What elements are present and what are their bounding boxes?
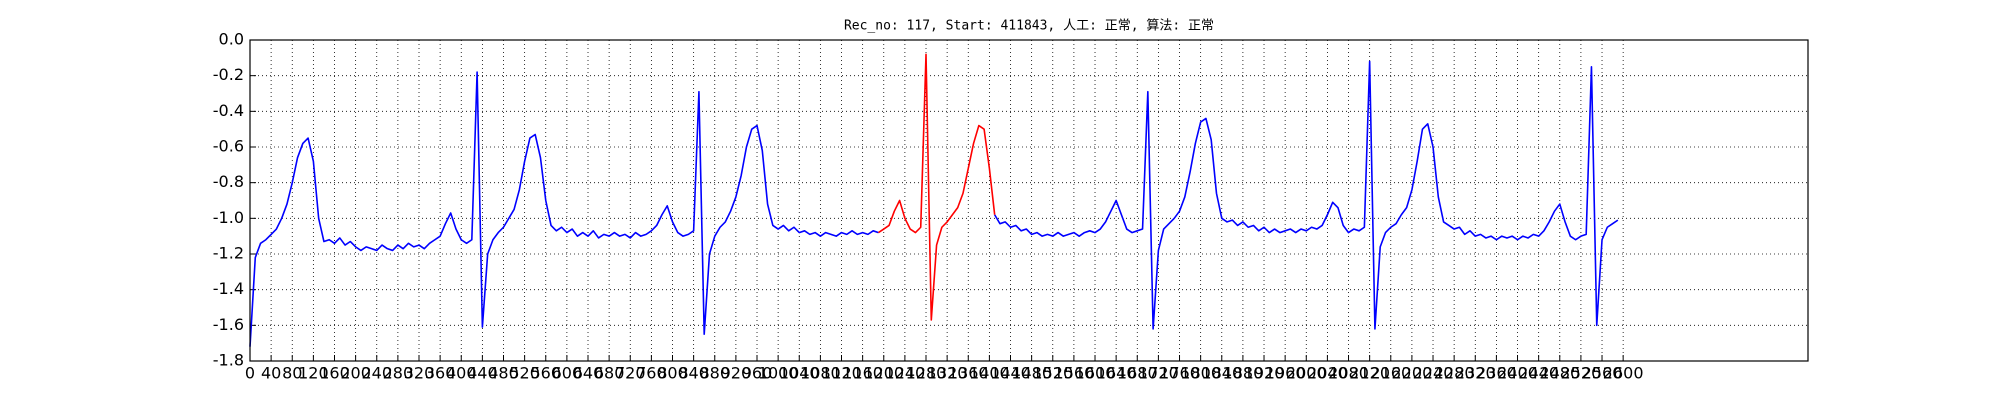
x-tick-label: 2280 xyxy=(1434,364,1475,383)
x-tick-label: 1200 xyxy=(863,364,904,383)
x-tick-label: 2520 xyxy=(1561,364,1602,383)
x-tick-label: 1520 xyxy=(1032,364,1073,383)
y-tick-label: -1.4 xyxy=(213,279,244,298)
x-tick-label: 1400 xyxy=(969,364,1010,383)
plot-frame xyxy=(249,39,1809,362)
x-tick-label: 2600 xyxy=(1603,364,1644,383)
x-tick-label: 80 xyxy=(282,364,302,383)
x-tick-label: 1560 xyxy=(1054,364,1095,383)
x-tick-label: 1880 xyxy=(1223,364,1264,383)
x-tick-label: 2560 xyxy=(1582,364,1623,383)
x-tick-label: 1120 xyxy=(821,364,862,383)
x-tick-label: 1280 xyxy=(906,364,947,383)
x-tick-label: 240 xyxy=(361,364,392,383)
x-tick-label: 2000 xyxy=(1286,364,1327,383)
x-tick-label: 520 xyxy=(509,364,540,383)
x-tick-label: 1720 xyxy=(1138,364,1179,383)
y-tick-label: 0.0 xyxy=(219,30,244,49)
x-tick-label: 2400 xyxy=(1497,364,1538,383)
x-tick-label: 1000 xyxy=(758,364,799,383)
x-tick-label: 320 xyxy=(404,364,435,383)
x-tick-label: 2360 xyxy=(1476,364,1517,383)
y-tick-label: -0.8 xyxy=(213,172,244,191)
series-line xyxy=(878,53,996,321)
x-tick-label: 360 xyxy=(425,364,456,383)
x-tick-label: 0 xyxy=(245,364,255,383)
x-tick-label: 920 xyxy=(721,364,752,383)
x-tick-label: 40 xyxy=(261,364,281,383)
x-tick-label: 720 xyxy=(615,364,646,383)
y-tick-label: -1.0 xyxy=(213,208,244,227)
x-tick-label: 640 xyxy=(573,364,604,383)
x-tick-label: 2440 xyxy=(1518,364,1559,383)
x-tick-label: 120 xyxy=(298,364,329,383)
x-tick-label: 1320 xyxy=(927,364,968,383)
x-tick-label: 2320 xyxy=(1455,364,1496,383)
x-tick-label: 2240 xyxy=(1413,364,1454,383)
x-tick-label: 2040 xyxy=(1307,364,1348,383)
x-tick-label: 600 xyxy=(552,364,583,383)
x-tick-label: 1040 xyxy=(779,364,820,383)
chart-title: Rec_no: 117, Start: 411843, 人工: 正常, 算法: … xyxy=(844,19,1214,34)
x-tick-label: 1920 xyxy=(1244,364,1285,383)
x-tick-label: 280 xyxy=(383,364,414,383)
x-tick-label: 480 xyxy=(488,364,519,383)
x-tick-label: 960 xyxy=(742,364,773,383)
x-tick-label: 1800 xyxy=(1180,364,1221,383)
x-tick-label: 840 xyxy=(678,364,709,383)
x-tick-label: 2160 xyxy=(1370,364,1411,383)
x-tick-label: 1080 xyxy=(800,364,841,383)
x-tick-label: 1680 xyxy=(1117,364,1158,383)
y-tick-label: -1.2 xyxy=(213,244,244,263)
y-tick-label: -1.8 xyxy=(213,351,244,370)
x-tick-label: 800 xyxy=(657,364,688,383)
y-tick-label: -0.4 xyxy=(213,101,244,120)
x-tick-label: 1240 xyxy=(885,364,926,383)
x-tick-label: 2480 xyxy=(1539,364,1580,383)
x-tick-label: 2120 xyxy=(1349,364,1390,383)
y-tick-label: -0.6 xyxy=(213,137,244,156)
x-tick-label: 1360 xyxy=(948,364,989,383)
x-tick-label: 1960 xyxy=(1265,364,1306,383)
x-tick-label: 1160 xyxy=(842,364,883,383)
x-tick-label: 400 xyxy=(446,364,477,383)
x-tick-label: 160 xyxy=(319,364,350,383)
x-tick-label: 2080 xyxy=(1328,364,1369,383)
y-tick-label: -1.6 xyxy=(213,315,244,334)
x-tick-label: 440 xyxy=(467,364,498,383)
x-tick-label: 560 xyxy=(530,364,561,383)
x-tick-label: 1840 xyxy=(1201,364,1242,383)
x-tick-label: 760 xyxy=(636,364,667,383)
x-tick-label: 1640 xyxy=(1096,364,1137,383)
series-line xyxy=(249,60,1619,347)
x-tick-label: 680 xyxy=(594,364,625,383)
x-tick-label: 2200 xyxy=(1392,364,1433,383)
x-tick-label: 1440 xyxy=(990,364,1031,383)
x-tick-label: 200 xyxy=(340,364,371,383)
x-tick-label: 1480 xyxy=(1011,364,1052,383)
y-tick-label: -0.2 xyxy=(213,65,244,84)
x-tick-label: 880 xyxy=(699,364,730,383)
x-tick-label: 1600 xyxy=(1075,364,1116,383)
x-tick-label: 1760 xyxy=(1159,364,1200,383)
